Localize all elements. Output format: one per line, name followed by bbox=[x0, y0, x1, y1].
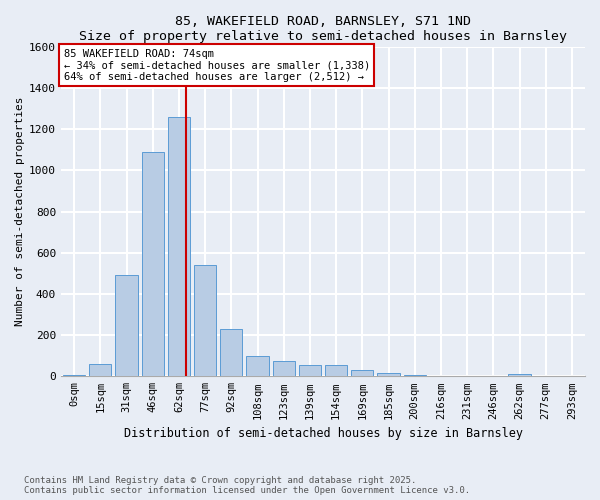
Bar bbox=[272, 361, 295, 376]
Text: 85 WAKEFIELD ROAD: 74sqm
← 34% of semi-detached houses are smaller (1,338)
64% o: 85 WAKEFIELD ROAD: 74sqm ← 34% of semi-d… bbox=[64, 48, 370, 82]
Bar bbox=[351, 370, 373, 376]
X-axis label: Distribution of semi-detached houses by size in Barnsley: Distribution of semi-detached houses by … bbox=[124, 427, 523, 440]
Bar bbox=[220, 329, 242, 376]
Bar bbox=[325, 365, 347, 376]
Bar bbox=[89, 364, 112, 376]
Bar bbox=[247, 356, 269, 376]
Text: Contains HM Land Registry data © Crown copyright and database right 2025.
Contai: Contains HM Land Registry data © Crown c… bbox=[24, 476, 470, 495]
Y-axis label: Number of semi-detached properties: Number of semi-detached properties bbox=[15, 97, 25, 326]
Bar bbox=[115, 276, 137, 376]
Bar bbox=[299, 365, 321, 376]
Bar bbox=[377, 373, 400, 376]
Bar bbox=[168, 117, 190, 376]
Bar bbox=[142, 152, 164, 376]
Bar bbox=[508, 374, 530, 376]
Bar bbox=[194, 265, 216, 376]
Title: 85, WAKEFIELD ROAD, BARNSLEY, S71 1ND
Size of property relative to semi-detached: 85, WAKEFIELD ROAD, BARNSLEY, S71 1ND Si… bbox=[79, 15, 567, 43]
